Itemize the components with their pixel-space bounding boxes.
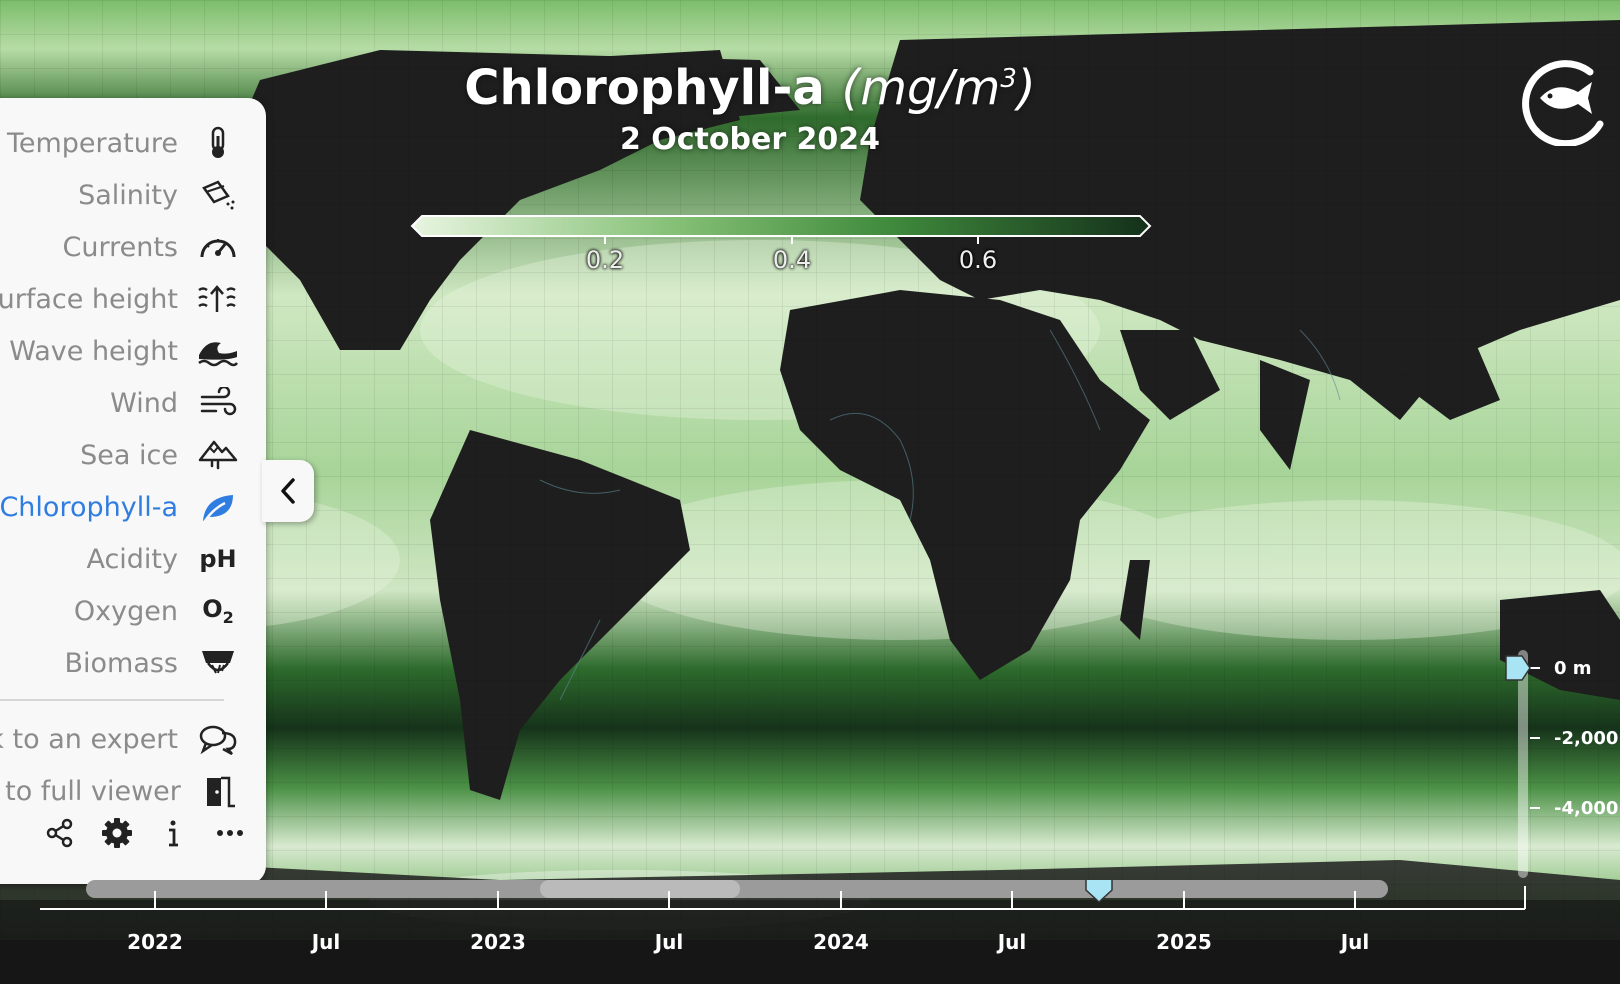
- sea-level-icon: [196, 279, 240, 319]
- timeline-label: 2022: [127, 930, 183, 954]
- menu-item-label: Acidity: [86, 543, 178, 575]
- menu-item-label: Currents: [62, 231, 178, 263]
- menu-item-sea-surface-height[interactable]: surface height: [0, 276, 250, 322]
- menu-item-wind[interactable]: Wind: [0, 380, 250, 426]
- colorbar-tick-label: 0.6: [958, 246, 998, 274]
- full-viewer-link[interactable]: o to full viewer: [0, 768, 250, 814]
- chevron-left-icon: [281, 478, 295, 504]
- timeline-label: 2024: [813, 930, 869, 954]
- menu-item-biomass[interactable]: Biomass: [0, 640, 250, 686]
- fish-net-icon: [196, 643, 240, 683]
- menu-item-chlorophyll[interactable]: Chlorophyll-a: [0, 484, 250, 530]
- wind-icon: [196, 383, 240, 423]
- menu-item-wave-height[interactable]: Wave height: [0, 328, 250, 374]
- menu-item-label: Wind: [110, 387, 178, 419]
- timeline-label: Jul: [997, 930, 1027, 954]
- info-icon[interactable]: [153, 813, 193, 853]
- menu-item-label: Wave height: [9, 335, 178, 367]
- time-handle: [1085, 880, 1113, 904]
- salt-shaker-icon: [196, 175, 240, 215]
- wave-icon: [196, 331, 240, 371]
- menu-item-label: Sea ice: [80, 439, 178, 471]
- depth-label: -4,000: [1554, 798, 1619, 819]
- timeline-label: 2023: [470, 930, 526, 954]
- timeline-label: Jul: [311, 930, 341, 954]
- variable-panel: Temperature Salinity Currents surface he…: [0, 98, 266, 884]
- menu-item-label: Temperature: [6, 127, 178, 159]
- time-slider[interactable]: [0, 880, 1620, 984]
- menu-item-label: surface height: [0, 283, 178, 315]
- menu-item-label: Chlorophyll-a: [0, 491, 178, 523]
- timeline-label: Jul: [1340, 930, 1370, 954]
- speedometer-icon: [196, 227, 240, 267]
- ph-icon: pH: [199, 545, 237, 573]
- menu-item-label: Biomass: [64, 647, 178, 679]
- menu-item-currents[interactable]: Currents: [0, 224, 250, 270]
- gear-icon[interactable]: [97, 813, 137, 853]
- menu-item-label: Salinity: [78, 179, 178, 211]
- leaf-icon: [196, 487, 240, 527]
- chat-icon: [196, 719, 240, 759]
- menu-item-oxygen[interactable]: Oxygen O2: [0, 588, 250, 634]
- menu-item-temperature[interactable]: Temperature: [0, 120, 250, 166]
- panel-toolbar: [40, 813, 250, 853]
- colorbar-tick-label: 0.4: [772, 246, 812, 274]
- timeline-label: Jul: [654, 930, 684, 954]
- more-icon[interactable]: [210, 813, 250, 853]
- fish-logo-icon[interactable]: [1512, 50, 1608, 146]
- link-label: lk to an expert: [0, 723, 178, 755]
- talk-to-expert-link[interactable]: lk to an expert: [0, 716, 250, 762]
- collapse-panel-button[interactable]: [262, 460, 314, 522]
- panel-divider: [0, 699, 224, 701]
- timeline-label: 2025: [1156, 930, 1212, 954]
- menu-item-label: Oxygen: [73, 595, 178, 627]
- o2-icon: O2: [202, 595, 234, 627]
- colorbar-tick-label: 0.2: [585, 246, 625, 274]
- menu-item-sea-ice[interactable]: Sea ice: [0, 432, 250, 478]
- depth-label: 0 m: [1554, 658, 1592, 679]
- depth-handle: [1505, 655, 1531, 681]
- thermometer-icon: [196, 123, 240, 163]
- door-icon: [199, 771, 240, 811]
- link-label: o to full viewer: [0, 775, 181, 807]
- depth-slider[interactable]: [1500, 650, 1560, 880]
- menu-item-salinity[interactable]: Salinity: [0, 172, 250, 218]
- menu-item-acidity[interactable]: Acidity pH: [0, 536, 250, 582]
- mountain-ice-icon: [196, 435, 240, 475]
- depth-label: -2,000: [1554, 728, 1619, 749]
- share-icon[interactable]: [40, 813, 80, 853]
- colorbar: [410, 215, 1152, 244]
